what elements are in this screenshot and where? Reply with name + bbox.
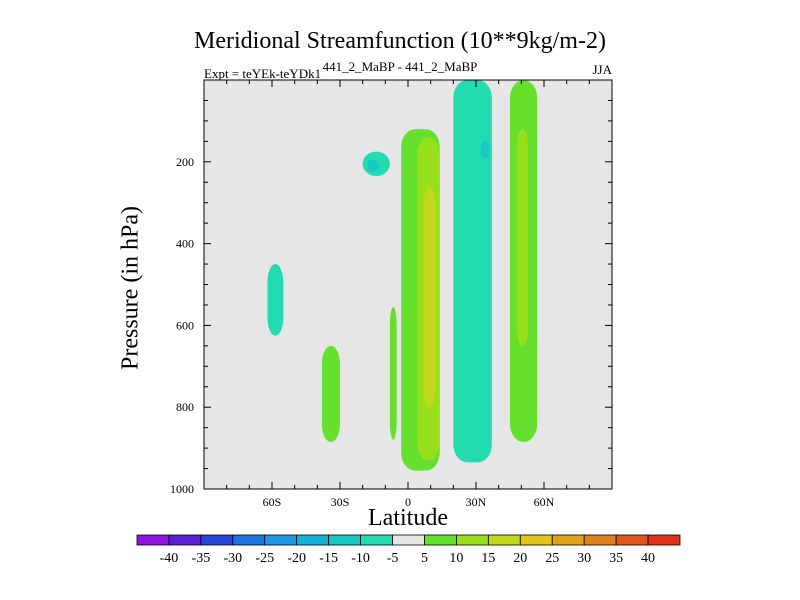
y-tick-label: 200 — [176, 155, 194, 169]
colorbar-label: 35 — [609, 551, 623, 566]
colorbar-label: -30 — [223, 551, 242, 566]
colorbar-box — [232, 534, 266, 546]
colorbar-box — [519, 534, 553, 546]
colorbar-label: -40 — [160, 551, 179, 566]
x-tick-label: 0 — [405, 495, 411, 509]
contour-region — [367, 159, 379, 173]
colorbar-box — [296, 534, 330, 546]
x-tick-label: 60S — [263, 495, 282, 509]
colorbar-label: 10 — [449, 551, 463, 566]
colorbar-box — [456, 534, 489, 546]
contour-region — [267, 264, 284, 336]
colorbar-label: -15 — [319, 551, 338, 566]
colorbar-box — [168, 534, 202, 546]
chart-title: Meridional Streamfunction (10**9kg/m-2) — [194, 28, 606, 54]
colorbar-label: 40 — [641, 551, 655, 566]
colorbar-box — [487, 534, 521, 546]
contour-region — [480, 141, 490, 158]
contour-region — [423, 186, 436, 408]
colorbar-box — [615, 534, 649, 546]
colorbar-label: 25 — [545, 551, 559, 566]
contour-region — [453, 80, 492, 463]
colorbar-box — [424, 534, 457, 546]
contour-region — [516, 129, 529, 346]
contour-region — [389, 306, 397, 440]
colorbar-box — [136, 534, 170, 546]
y-tick-label: 800 — [176, 400, 194, 414]
y-tick-label: 400 — [176, 237, 194, 251]
colorbar-label: -35 — [192, 551, 211, 566]
colorbar-box — [264, 534, 298, 546]
colorbar-label: 30 — [577, 551, 591, 566]
experiment-label: Expt = teYEk-teYDk1 — [204, 66, 322, 81]
x-tick-label: 30N — [466, 495, 487, 509]
colorbar-box — [583, 534, 617, 546]
colorbar-label: -25 — [255, 551, 274, 566]
colorbar-label: -20 — [287, 551, 306, 566]
colorbar-box — [551, 534, 585, 546]
y-tick-label: 600 — [176, 318, 194, 332]
period-label: 441_2_MaBP - 441_2_MaBP — [322, 59, 478, 74]
x-axis-label: Latitude — [368, 505, 448, 531]
colorbar-box — [392, 534, 425, 546]
colorbar-label: -5 — [387, 551, 399, 566]
x-tick-label: 30S — [331, 495, 350, 509]
y-tick-label: 1000 — [170, 482, 194, 496]
colorbar-label: 15 — [481, 551, 495, 566]
contour-region — [321, 345, 340, 442]
colorbar-label: 5 — [421, 551, 428, 566]
season-label: JJA — [592, 62, 612, 77]
colorbar-label: 20 — [513, 551, 527, 566]
colorbar-label: -10 — [351, 551, 370, 566]
colorbar-box — [328, 534, 361, 546]
x-tick-label: 60N — [534, 495, 555, 509]
colorbar-box — [360, 534, 393, 546]
colorbar-box — [647, 534, 681, 546]
colorbar-box — [200, 534, 234, 546]
